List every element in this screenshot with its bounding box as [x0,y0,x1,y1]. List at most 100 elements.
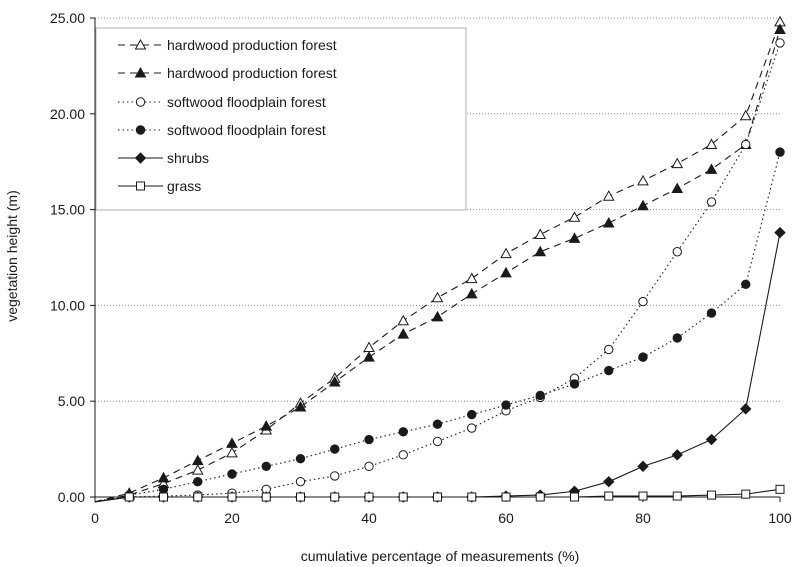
square-marker [570,492,579,502]
square-marker [364,492,374,502]
triangle-marker [774,23,786,34]
square-marker [261,492,271,502]
triangle-marker [465,272,478,284]
x-tick-label: 60 [498,510,514,526]
triangle-marker [294,400,307,412]
series-circle-filled [94,147,785,503]
triangle-marker [739,109,752,121]
x-tick-label: 20 [224,510,240,526]
circle-marker [227,469,237,479]
triangle-marker [534,245,547,257]
circle-marker [604,344,614,355]
square-marker [501,492,511,502]
circle-marker [467,423,477,433]
series-line [94,21,781,503]
circle-marker [261,461,271,472]
triangle-marker [191,454,204,466]
triangle-marker [134,66,147,78]
circle-marker [775,38,785,48]
triangle-marker [328,376,341,387]
square-marker [433,492,442,502]
circle-marker [638,352,648,362]
circle-marker [535,390,545,401]
y-tick-label: 0.00 [58,489,85,505]
triangle-marker [568,232,581,243]
y-tick-label: 25.00 [50,10,85,26]
square-marker [159,492,168,502]
triangle-marker [157,471,170,483]
triangle-marker [705,163,718,174]
circle-marker [135,97,146,107]
triangle-marker [191,464,204,475]
circle-marker [569,379,580,389]
circle-marker [741,279,751,290]
triangle-marker [397,328,410,339]
triangle-marker [602,190,615,201]
circle-marker [193,476,203,487]
legend-label: softwood floodplain forest [167,94,326,110]
triangle-marker [705,138,718,149]
legend-label: hardwood production forest [167,65,337,81]
legend-label: softwood floodplain forest [167,122,326,138]
square-marker [398,492,408,502]
square-marker [227,492,237,502]
circle-marker [638,296,648,307]
circle-marker [672,247,682,257]
triangle-marker [134,38,147,50]
circle-marker [398,450,408,460]
series-line [94,29,781,503]
legend-box [95,27,467,211]
circle-marker [775,147,785,157]
circle-marker [295,476,306,487]
triangle-marker [431,291,444,303]
triangle-marker [671,182,684,194]
diamond-marker [603,475,615,488]
triangle-marker [500,247,512,259]
square-marker [672,491,682,501]
axes: 0.00 5.00 10.00 15.00 20.00 25.00 0 20 40 60 80 100 [50,10,792,526]
square-marker [330,492,340,502]
triangle-marker [431,310,444,322]
x-axis-title: cumulative percentage of measurements (%… [301,548,580,564]
square-marker [124,492,134,502]
circle-marker [672,333,682,343]
triangle-marker [637,174,649,186]
circle-marker [706,308,717,318]
circle-marker [432,419,443,429]
y-tick-label: 20.00 [50,106,85,122]
circle-marker [330,444,340,454]
triangle-marker [465,287,478,299]
legend: hardwood production forest hardwood produ… [95,27,467,211]
y-tick-label: 15.00 [50,202,85,218]
triangle-marker [534,228,547,240]
circle-marker [364,461,374,472]
square-marker [741,489,751,499]
circle-marker [604,365,614,376]
legend-label: shrubs [167,150,209,166]
square-marker [193,492,203,502]
diamond-marker [740,403,752,415]
square-marker [296,492,305,502]
triangle-marker [363,351,375,362]
circle-marker [432,436,443,447]
triangle-marker [500,266,512,278]
x-tick-label: 100 [768,510,792,526]
square-marker [707,490,716,500]
triangle-marker [568,211,581,222]
x-tick-label: 40 [361,510,377,526]
triangle-marker [671,157,684,169]
triangle-marker [363,341,375,353]
diamond-marker [671,449,683,461]
diamond-marker [637,460,649,473]
x-tick-label: 80 [635,510,651,526]
circle-marker [706,197,717,207]
triangle-marker [397,314,410,326]
series-triangle-filled [94,23,786,503]
triangle-marker [637,199,649,211]
series-square-open [94,484,785,503]
square-marker [535,492,545,502]
square-marker [775,484,785,494]
circle-marker [135,125,146,135]
square-marker [604,491,614,501]
